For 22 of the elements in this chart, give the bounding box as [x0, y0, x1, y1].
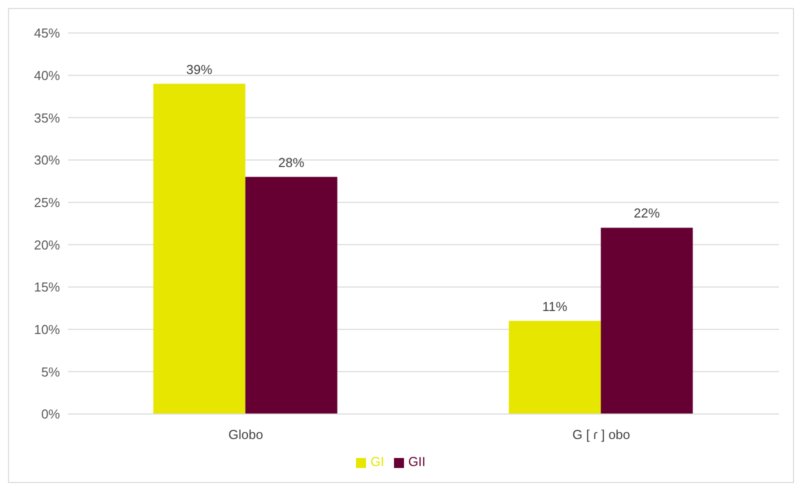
bar — [245, 176, 338, 414]
legend-label: GII — [408, 454, 426, 469]
bar — [508, 320, 601, 414]
y-tick-label: 30% — [34, 152, 60, 168]
data-label: 39% — [186, 62, 213, 77]
y-tick-label: 5% — [41, 364, 60, 380]
y-tick-label: 0% — [41, 406, 60, 422]
y-tick-label: 40% — [34, 68, 60, 83]
data-label: 22% — [634, 206, 660, 221]
data-label: 11% — [542, 298, 568, 314]
x-tick-label: Globo — [228, 427, 264, 442]
y-tick-label: 15% — [34, 280, 60, 295]
y-tick-label: 10% — [34, 322, 60, 337]
x-tick-label: G [ ɾ ] obo — [572, 427, 630, 442]
data-label: 28% — [278, 154, 305, 170]
y-tick-label: 25% — [34, 194, 60, 210]
y-tick-label: 45% — [34, 26, 60, 41]
legend-label: GI — [370, 454, 384, 469]
y-tick-label: 20% — [34, 237, 60, 252]
bar — [600, 228, 693, 414]
bar — [153, 84, 246, 414]
y-tick-label: 35% — [34, 110, 60, 126]
